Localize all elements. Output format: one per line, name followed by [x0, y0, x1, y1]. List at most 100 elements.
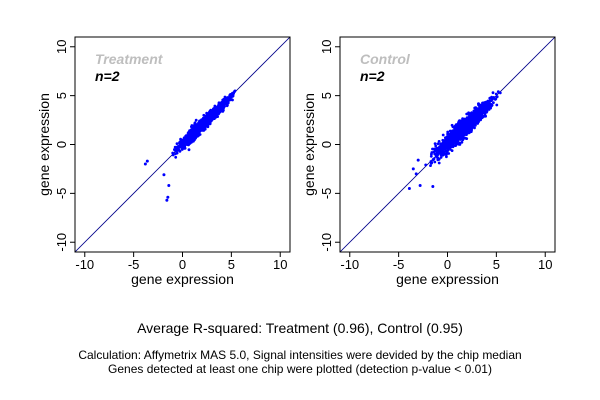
- data-point: [431, 147, 434, 151]
- data-point: [450, 138, 453, 142]
- data-point: [437, 147, 441, 151]
- data-point: [472, 118, 476, 122]
- data-point: [203, 127, 207, 131]
- data-point: [187, 148, 191, 152]
- data-point: [453, 136, 456, 140]
- data-point: [459, 133, 463, 136]
- data-point: [225, 99, 228, 103]
- data-point: [472, 114, 476, 117]
- data-point: [430, 152, 433, 156]
- data-point: [436, 153, 439, 157]
- data-point: [216, 106, 220, 110]
- data-point: [479, 118, 482, 122]
- data-point: [432, 157, 436, 161]
- data-point: [434, 144, 438, 148]
- data-point: [178, 145, 182, 149]
- data-point: [192, 132, 196, 136]
- data-point: [198, 125, 201, 128]
- data-point: [143, 162, 147, 166]
- data-point: [454, 144, 457, 148]
- data-points: [407, 90, 502, 190]
- data-point: [223, 102, 227, 106]
- data-point: [203, 122, 207, 126]
- data-point: [187, 132, 191, 136]
- data-point: [414, 172, 418, 176]
- data-point: [233, 89, 237, 93]
- data-point: [441, 133, 445, 137]
- y-tick-label: 10: [54, 40, 69, 54]
- data-point: [202, 113, 206, 117]
- x-axis-label: gene expression: [396, 271, 499, 287]
- data-point: [185, 139, 189, 143]
- data-point: [490, 103, 494, 107]
- data-point: [166, 195, 170, 199]
- data-point: [174, 155, 178, 159]
- data-point: [442, 153, 445, 157]
- y-tick-label: -10: [319, 233, 334, 252]
- data-point: [449, 143, 453, 147]
- data-point: [495, 95, 499, 99]
- data-point: [437, 140, 441, 143]
- data-point: [418, 184, 422, 188]
- data-point: [203, 118, 207, 122]
- data-point: [481, 109, 485, 113]
- treatment-panel: -10 -5 0 5 10 -10 -5 0 5 10 gene expression gene ex…: [36, 36, 291, 287]
- data-point: [443, 149, 447, 153]
- data-point: [469, 124, 473, 128]
- data-point: [188, 140, 192, 144]
- data-point: [474, 121, 478, 125]
- data-point: [200, 122, 204, 126]
- data-point: [219, 109, 223, 112]
- data-point: [429, 154, 433, 158]
- data-point: [433, 147, 436, 151]
- data-point: [432, 150, 436, 154]
- data-point: [165, 198, 169, 202]
- data-point: [458, 141, 462, 145]
- data-point: [218, 104, 221, 108]
- data-point: [429, 164, 432, 168]
- data-point: [196, 129, 200, 132]
- data-point: [173, 145, 177, 149]
- data-point: [483, 111, 487, 115]
- data-point: [463, 130, 467, 134]
- data-point: [461, 136, 464, 140]
- y-tick-label: -5: [54, 188, 69, 200]
- x-tick-label: 5: [493, 257, 500, 272]
- x-tick-label: -10: [75, 257, 94, 272]
- data-point: [476, 113, 480, 117]
- data-point: [175, 151, 179, 155]
- data-point: [462, 132, 466, 136]
- x-tick-label: 10: [538, 257, 552, 272]
- data-point: [207, 111, 211, 115]
- x-tick-label: 5: [228, 257, 235, 272]
- data-point: [447, 152, 451, 155]
- data-point: [433, 160, 437, 164]
- data-point: [455, 133, 458, 137]
- data-point: [445, 143, 449, 147]
- data-point: [492, 96, 496, 99]
- data-point: [205, 111, 209, 115]
- y-tick-label: 10: [319, 40, 334, 54]
- data-point: [194, 118, 198, 122]
- data-point: [448, 129, 452, 133]
- data-point: [175, 142, 179, 146]
- data-point: [225, 104, 229, 108]
- data-point: [466, 126, 470, 130]
- data-point: [453, 126, 457, 130]
- data-point: [229, 93, 232, 96]
- x-tick-label: -5: [393, 257, 405, 272]
- data-point: [227, 96, 231, 100]
- data-point: [451, 125, 455, 129]
- panel-subtitle: n=2: [360, 68, 385, 84]
- data-point: [481, 101, 484, 105]
- calculation-note: Calculation: Affymetrix MAS 5.0, Signal …: [78, 348, 522, 362]
- data-point: [200, 127, 203, 131]
- data-point: [474, 106, 477, 109]
- data-point: [212, 112, 216, 116]
- data-point: [492, 101, 495, 104]
- data-point: [210, 118, 214, 121]
- data-point: [436, 156, 440, 160]
- data-point: [478, 110, 482, 114]
- detection-note: Genes detected at least one chip were pl…: [108, 362, 492, 376]
- data-point: [145, 159, 149, 163]
